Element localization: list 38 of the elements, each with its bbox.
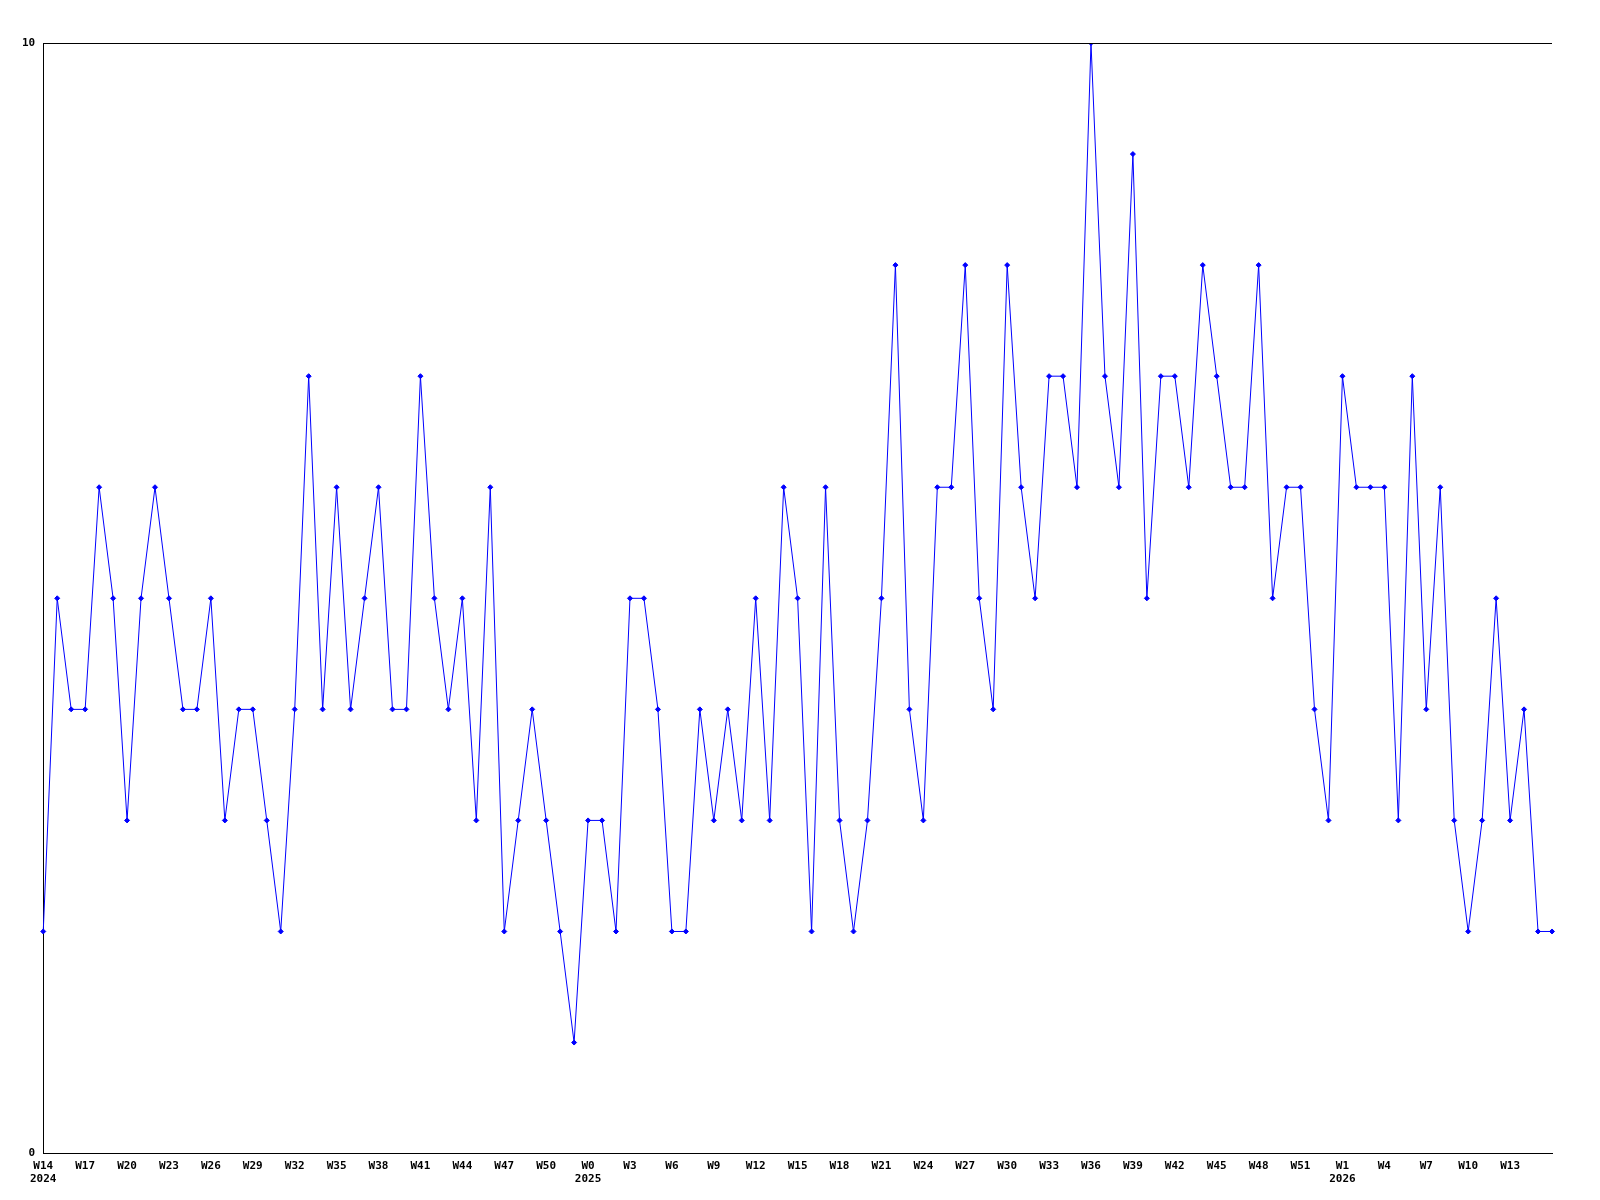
- x-tick-label: W24: [913, 1159, 934, 1173]
- x-tick-label: W23: [159, 1159, 179, 1173]
- y-tick-label: 0: [28, 1146, 36, 1160]
- x-tick-label: W39: [1122, 1159, 1143, 1173]
- x-tick-label: W3: [623, 1159, 637, 1173]
- x-tick-label: W42: [1164, 1159, 1185, 1173]
- x-tick-label: W29: [242, 1159, 263, 1173]
- x-tick-label: W14 2024: [30, 1159, 57, 1186]
- x-tick-label: W20: [117, 1159, 137, 1173]
- x-tick-label: W30: [997, 1159, 1018, 1173]
- x-tick-label: W26: [200, 1159, 222, 1173]
- x-tick-label: W38: [368, 1159, 389, 1173]
- x-tick-label: W0 2025: [574, 1159, 602, 1186]
- x-tick-label: W7: [1419, 1159, 1433, 1173]
- x-tick-label: W48: [1248, 1159, 1269, 1173]
- x-tick-label: W51: [1290, 1159, 1311, 1173]
- x-tick-label: W4: [1377, 1159, 1392, 1173]
- x-tick-label: W13: [1500, 1159, 1521, 1173]
- x-tick-label: W44: [452, 1159, 473, 1173]
- x-tick-label: W45: [1206, 1159, 1227, 1173]
- x-tick-label: W33: [1039, 1159, 1060, 1173]
- x-tick-label: W50: [536, 1159, 557, 1173]
- x-tick-label: W17: [75, 1159, 96, 1173]
- x-tick-label: W18: [829, 1159, 850, 1173]
- y-tick-label: 10: [22, 35, 36, 49]
- x-tick-label: W21: [871, 1159, 892, 1173]
- x-tick-label: W15: [787, 1159, 808, 1173]
- x-tick-label: W35: [326, 1159, 347, 1173]
- x-tick-label: W9: [707, 1159, 721, 1173]
- x-tick-label: W41: [410, 1159, 431, 1173]
- x-tick-label: W12: [745, 1159, 766, 1173]
- x-tick-label: W6: [665, 1159, 679, 1173]
- x-tick-label: W36: [1081, 1159, 1102, 1173]
- x-tick-label: W47: [494, 1159, 515, 1173]
- x-tick-label: W1 2026: [1329, 1159, 1357, 1186]
- x-tick-label: W27: [955, 1159, 976, 1173]
- x-tick-label: W10: [1458, 1159, 1479, 1173]
- x-tick-label: W32: [284, 1159, 305, 1173]
